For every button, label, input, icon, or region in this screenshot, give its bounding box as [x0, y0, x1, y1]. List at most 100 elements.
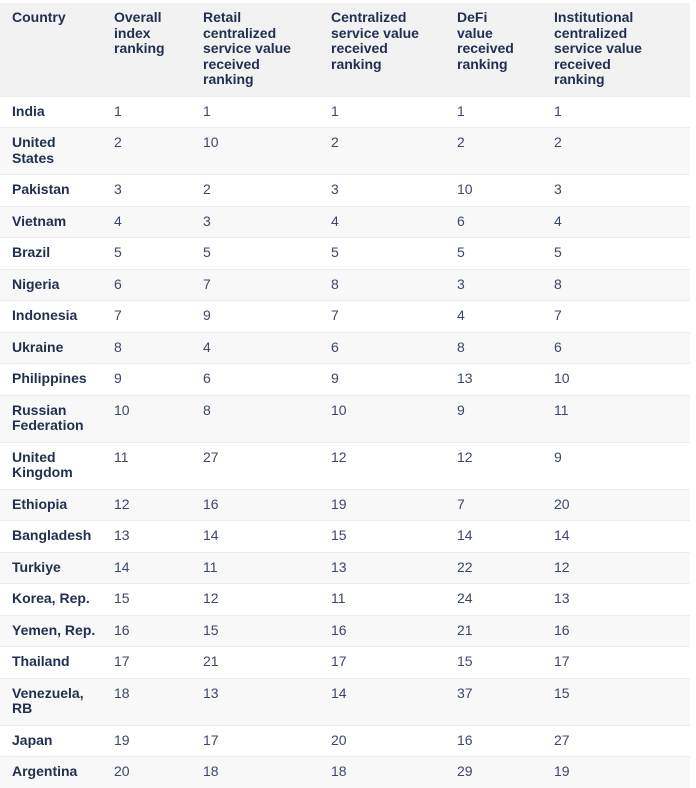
rank-value: 5: [203, 244, 211, 260]
rank-value: 20: [554, 495, 570, 512]
rank-cell: 5: [114, 238, 203, 270]
country-name: United Kingdom: [12, 448, 73, 480]
rank-value: 18: [331, 763, 347, 779]
rank-value: 20: [331, 731, 347, 748]
rank-value: 10: [331, 401, 347, 418]
rank-value: 10: [203, 134, 219, 150]
rank-value: 5: [331, 244, 339, 260]
rank-value: 16: [457, 731, 473, 748]
rank-value: 10: [554, 370, 570, 386]
rank-cell: 10: [554, 364, 690, 396]
rank-cell: 5: [554, 238, 690, 270]
rank-cell: 37: [457, 678, 554, 725]
table-row: Indonesia 7 9 7 4 7: [0, 300, 690, 333]
table-row: Korea, Rep. 15 12 11 24 13: [0, 583, 690, 616]
rank-value: 8: [457, 338, 465, 355]
rank-cell: 4: [457, 301, 554, 333]
rank-cell: 12: [203, 584, 331, 616]
rank-cell: 6: [114, 269, 203, 301]
rank-cell: 20: [114, 757, 203, 788]
rank-value: 12: [114, 495, 130, 512]
rank-cell: 8: [114, 332, 203, 364]
table-row: United Kingdom 11 27 12 12 9: [0, 442, 690, 489]
rank-cell: 9: [554, 442, 690, 489]
rank-value: 37: [457, 684, 473, 701]
rank-value: 2: [203, 181, 211, 197]
column-header-text: DeFi value received ranking: [457, 9, 514, 72]
country-cell: Yemen, Rep.: [0, 615, 114, 647]
rank-cell: 5: [203, 238, 331, 270]
rank-cell: 5: [331, 238, 457, 270]
rank-value: 14: [554, 527, 570, 543]
rank-value: 5: [114, 244, 122, 260]
rank-cell: 10: [114, 395, 203, 442]
country-name: Korea, Rep.: [12, 590, 90, 606]
country-name: Bangladesh: [12, 527, 92, 543]
rank-value: 12: [331, 448, 347, 465]
rank-value: 9: [203, 307, 211, 323]
rank-cell: 11: [203, 552, 331, 584]
rank-cell: 16: [114, 615, 203, 647]
country-cell: Philippines: [0, 364, 114, 396]
country-name: Argentina: [12, 763, 78, 779]
rank-cell: 15: [114, 584, 203, 616]
rank-cell: 4: [331, 206, 457, 238]
country-cell: Brazil: [0, 238, 114, 270]
rank-value: 15: [554, 684, 570, 701]
country-cell: United Kingdom: [0, 442, 114, 489]
rank-cell: 1: [457, 96, 554, 128]
rank-value: 16: [554, 621, 570, 638]
rank-cell: 2: [554, 128, 690, 175]
rank-cell: 3: [554, 175, 690, 207]
rank-value: 4: [331, 212, 339, 229]
rank-value: 3: [114, 181, 122, 197]
rank-value: 7: [114, 307, 122, 323]
rank-value: 10: [457, 181, 473, 197]
rank-cell: 27: [554, 725, 690, 757]
rank-cell: 13: [203, 678, 331, 725]
rank-value: 9: [554, 448, 562, 465]
table-row: Ethiopia 12 16 19 7 20: [0, 489, 690, 521]
rank-cell: 14: [457, 521, 554, 553]
country-cell: United States: [0, 128, 114, 175]
rank-value: 15: [457, 653, 473, 669]
rank-value: 14: [203, 527, 219, 543]
country-name: Philippines: [12, 370, 87, 386]
country-cell: Russian Federation: [0, 395, 114, 442]
rank-cell: 11: [554, 395, 690, 442]
table-row: Philippines 9 6 9 13 10: [0, 363, 690, 396]
table-row: Yemen, Rep. 16 15 16 21 16: [0, 615, 690, 647]
rank-cell: 14: [114, 552, 203, 584]
rank-cell: 18: [114, 678, 203, 725]
country-name: India: [12, 102, 45, 119]
rank-cell: 21: [203, 647, 331, 679]
rank-value: 8: [203, 401, 211, 418]
rank-cell: 9: [114, 364, 203, 396]
country-name: Japan: [12, 731, 53, 748]
column-header-text: Centralized service value received ranki…: [331, 9, 419, 72]
rank-cell: 4: [554, 206, 690, 238]
column-header-text: Institutional centralized service value …: [554, 9, 642, 87]
table-row: Turkiye 14 11 13 22 12: [0, 552, 690, 584]
table-row: Russian Federation 10 8 10 9 11: [0, 395, 690, 442]
rank-cell: 5: [457, 238, 554, 270]
rank-cell: 11: [114, 442, 203, 489]
rank-value: 5: [457, 244, 465, 260]
table-row: Pakistan 3 2 3 10 3: [0, 174, 690, 207]
rank-cell: 18: [203, 757, 331, 788]
rank-cell: 18: [331, 757, 457, 788]
rank-value: 1: [203, 102, 211, 119]
country-name: Yemen, Rep.: [12, 621, 96, 638]
rank-value: 2: [457, 134, 465, 150]
rank-value: 3: [203, 212, 211, 229]
rank-cell: 9: [457, 395, 554, 442]
rank-value: 12: [554, 558, 570, 575]
page: Country Overall index ranking Retail centr…: [0, 3, 696, 788]
rank-value: 9: [331, 370, 339, 386]
rank-value: 16: [114, 621, 130, 638]
rank-value: 9: [457, 401, 465, 418]
rank-value: 13: [554, 590, 570, 606]
rank-cell: 8: [457, 332, 554, 364]
rank-cell: 15: [331, 521, 457, 553]
rank-value: 4: [203, 338, 211, 355]
